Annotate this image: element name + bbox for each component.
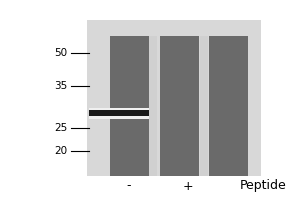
- Bar: [88, 110, 148, 116]
- Text: +: +: [182, 180, 193, 192]
- Bar: [200, 36, 208, 176]
- Text: 20: 20: [54, 146, 68, 156]
- Bar: [87, 20, 261, 176]
- Bar: [110, 36, 148, 176]
- Text: 35: 35: [54, 81, 68, 91]
- Bar: [208, 36, 247, 176]
- Text: 25: 25: [54, 123, 68, 133]
- Bar: [160, 36, 200, 176]
- Bar: [88, 108, 148, 118]
- Text: Peptide: Peptide: [240, 180, 287, 192]
- Text: 50: 50: [54, 48, 68, 58]
- Bar: [148, 36, 157, 176]
- Text: -: -: [127, 180, 131, 192]
